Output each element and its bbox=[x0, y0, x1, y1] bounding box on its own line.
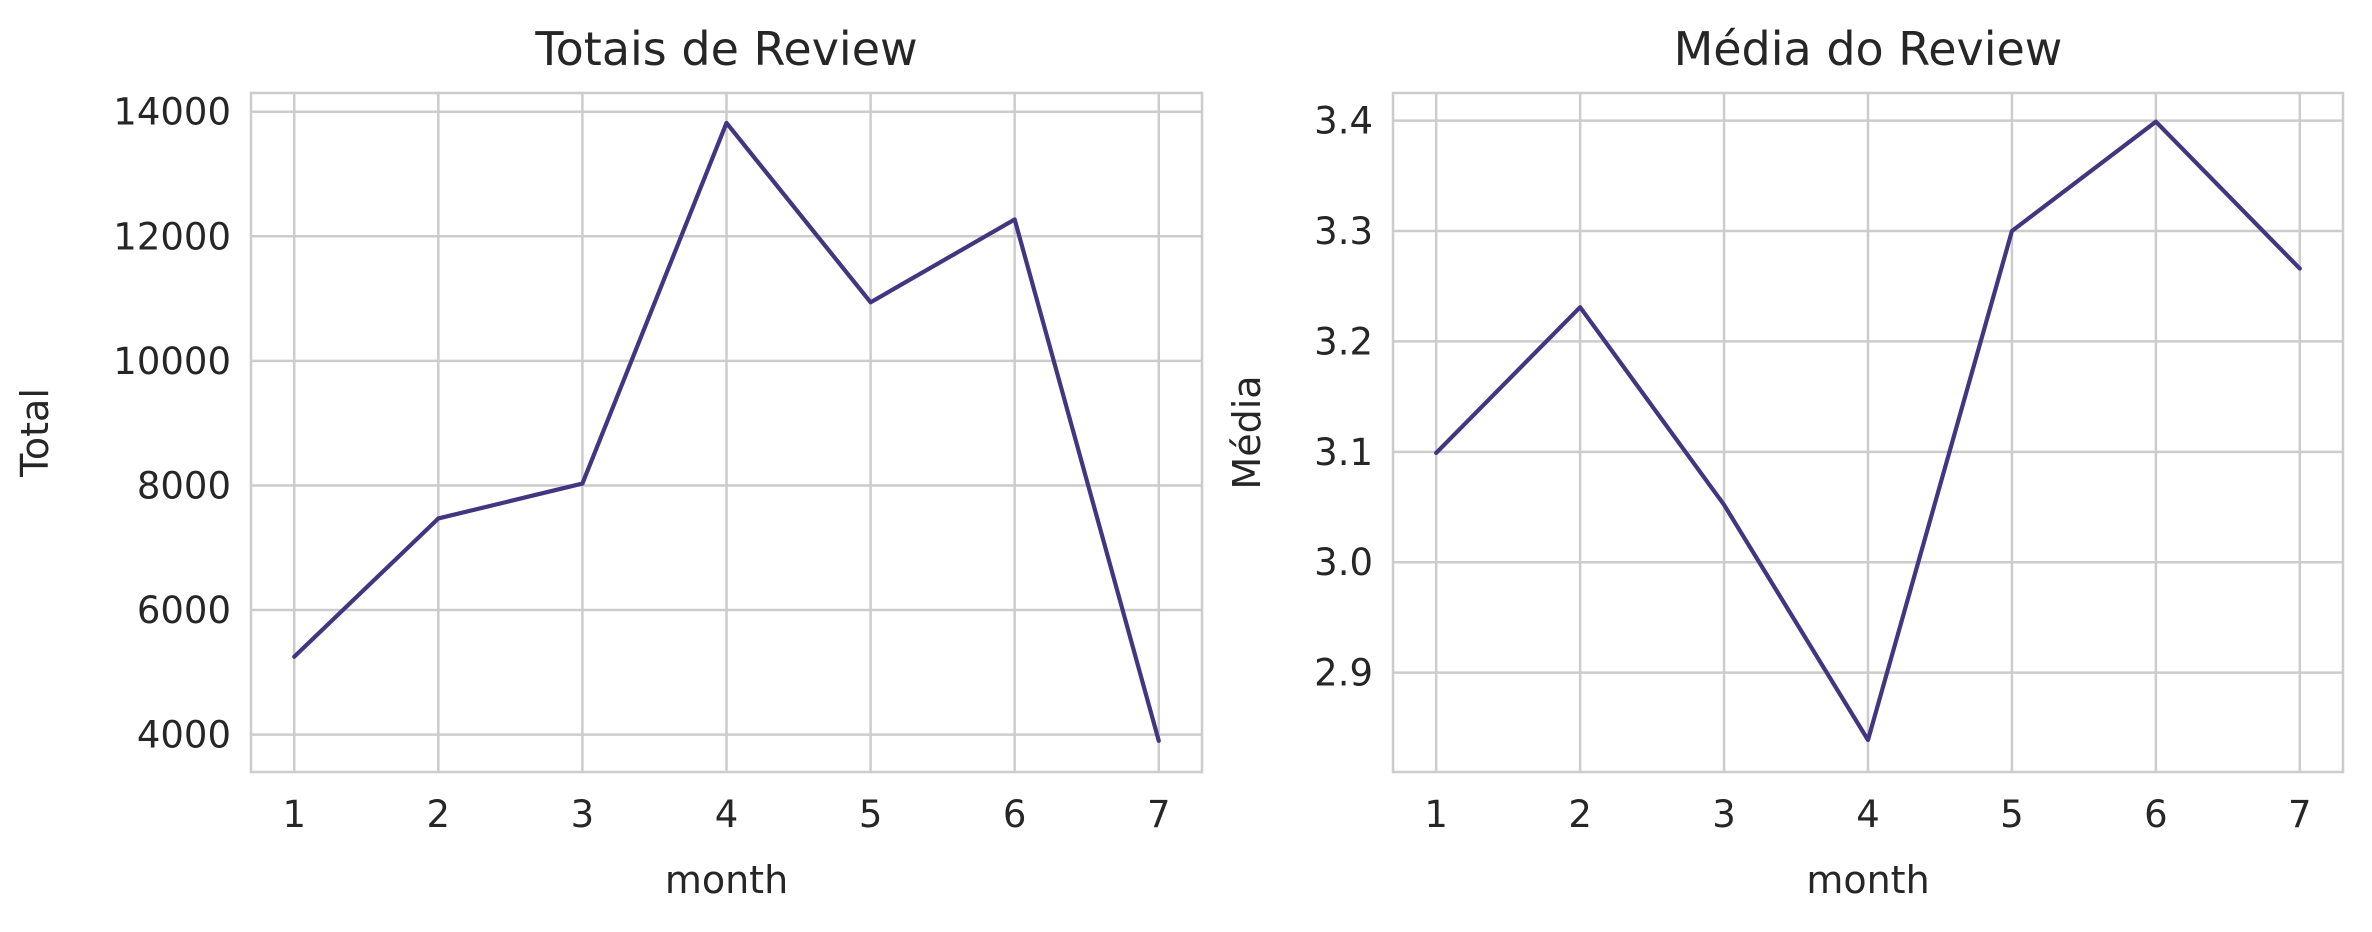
y-tick-label: 3.1 bbox=[1314, 431, 1373, 474]
x-tick-label: 2 bbox=[1568, 793, 1592, 836]
axes-frame bbox=[249, 91, 1204, 774]
grid bbox=[251, 93, 1202, 772]
x-tick-label: 2 bbox=[427, 793, 451, 836]
x-tick-label: 5 bbox=[2000, 793, 2024, 836]
y-axis-label: Total bbox=[13, 388, 57, 478]
y-tick-label: 3.4 bbox=[1314, 100, 1373, 143]
y-tick-label: 12000 bbox=[113, 215, 231, 258]
x-axis-label: month bbox=[1806, 858, 1929, 902]
series-line bbox=[1434, 119, 2302, 743]
x-tick-label: 1 bbox=[1424, 793, 1448, 836]
y-tick-label: 6000 bbox=[137, 589, 231, 632]
y-tick-label: 10000 bbox=[113, 340, 231, 383]
y-axis-label: Média bbox=[1225, 375, 1269, 489]
x-tick-label: 5 bbox=[859, 793, 883, 836]
series-line bbox=[292, 120, 1161, 743]
x-axis-label: month bbox=[665, 858, 788, 902]
grid bbox=[1393, 93, 2343, 772]
chart-title: Média do Review bbox=[1674, 22, 2063, 76]
y-tick-label: 2.9 bbox=[1314, 652, 1373, 695]
x-tick-label: 7 bbox=[1147, 793, 1171, 836]
y-tick-label: 8000 bbox=[137, 464, 231, 507]
y-tick-label: 3.2 bbox=[1314, 320, 1373, 363]
x-tick-label: 4 bbox=[1856, 793, 1880, 836]
axes-frame bbox=[1391, 91, 2345, 774]
x-tick-label: 4 bbox=[715, 793, 739, 836]
x-tick-label: 3 bbox=[571, 793, 595, 836]
x-tick-label: 3 bbox=[1712, 793, 1736, 836]
y-tick-label: 3.0 bbox=[1314, 541, 1373, 584]
y-tick-label: 4000 bbox=[137, 714, 231, 757]
chart-title: Totais de Review bbox=[534, 22, 917, 76]
x-tick-label: 6 bbox=[1003, 793, 1027, 836]
y-tick-label: 3.3 bbox=[1314, 210, 1373, 253]
y-tick-label: 14000 bbox=[113, 91, 231, 134]
x-tick-label: 1 bbox=[282, 793, 306, 836]
x-tick-label: 6 bbox=[2144, 793, 2168, 836]
x-tick-label: 7 bbox=[2288, 793, 2312, 836]
chart-media-do-review: Média do Review month Média 1 2 3 4 5 6 7 2.9 3.… bbox=[1225, 22, 2345, 902]
chart-totais-de-review: Totais de Review month Total 1 2 3 4 5 6 7 4000… bbox=[13, 22, 1204, 902]
